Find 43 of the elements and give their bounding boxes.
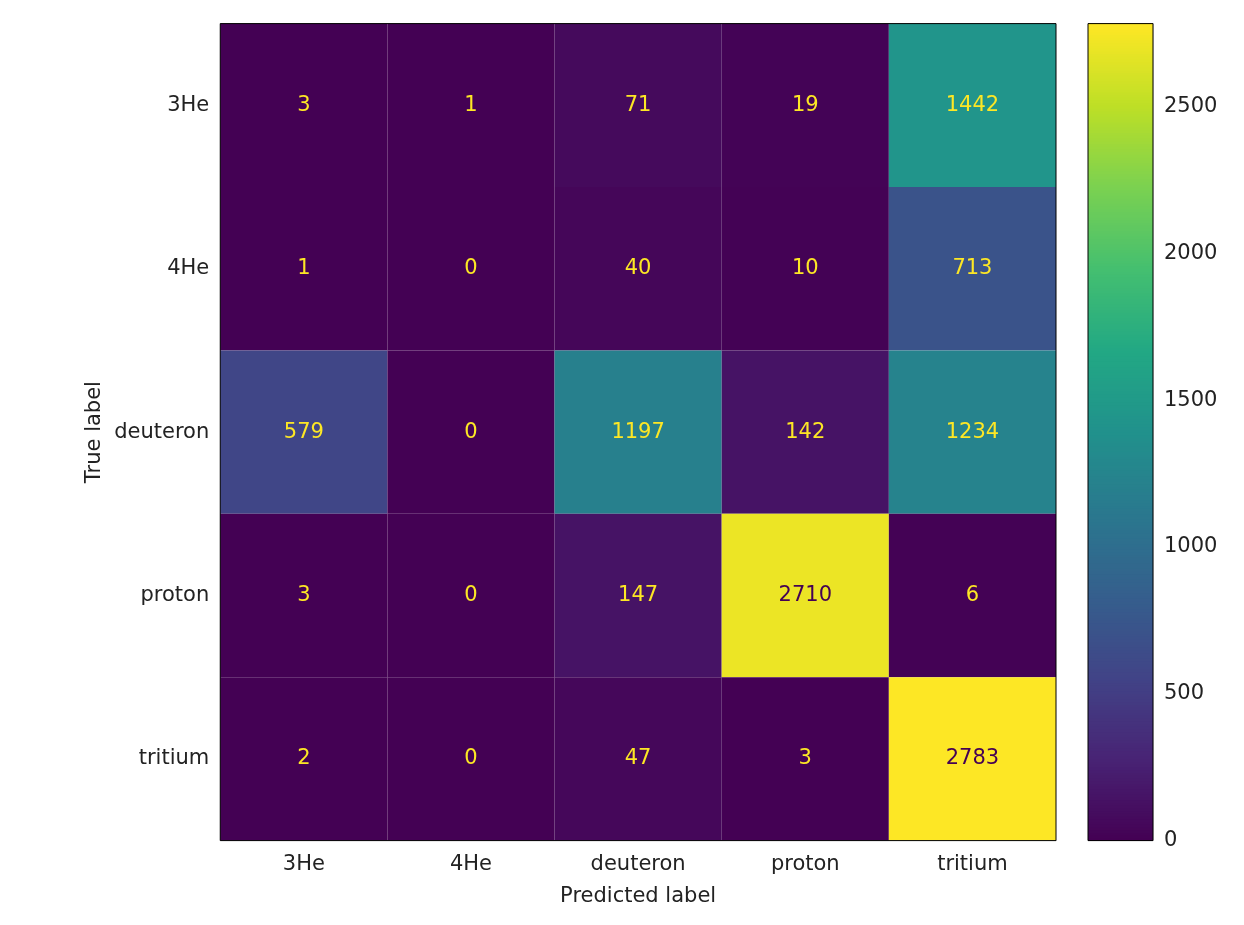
color-bar-label: 2500	[1164, 93, 1218, 118]
data-label: 3	[297, 91, 311, 116]
data-label: 10	[791, 255, 819, 280]
data-label: 1442	[945, 91, 1000, 116]
data-label: 2	[297, 745, 311, 770]
data-label: 579	[283, 418, 324, 443]
data-label: 2783	[945, 745, 1000, 770]
color-bar-label: 0	[1164, 827, 1178, 852]
data-label: 147	[618, 581, 659, 606]
y-tick-label: deuteron	[114, 418, 210, 443]
x-tick-label: tritium	[937, 850, 1008, 875]
data-label: 1	[297, 255, 311, 280]
data-label: 40	[624, 255, 652, 280]
y-axis-title: True label	[81, 381, 106, 485]
data-label: 0	[464, 581, 478, 606]
y-tick-label: 3He	[167, 91, 210, 116]
data-label: 3	[798, 745, 812, 770]
y-tick-label: 4He	[167, 255, 210, 280]
color-bar-label: 1000	[1164, 533, 1218, 558]
data-label: 1	[464, 91, 478, 116]
color-bar-label: 500	[1164, 680, 1205, 705]
data-label: 3	[297, 581, 311, 606]
data-label: 142	[785, 418, 826, 443]
x-tick-label: 3He	[282, 850, 325, 875]
x-tick-label: proton	[770, 850, 840, 875]
data-label: 47	[624, 745, 652, 770]
x-axis-title: Predicted label	[560, 882, 717, 907]
data-label: 0	[464, 745, 478, 770]
data-label: 0	[464, 255, 478, 280]
data-label: 0	[464, 418, 478, 443]
color-bar-label: 1500	[1164, 386, 1218, 411]
data-label: 71	[624, 91, 652, 116]
data-label: 6	[965, 581, 980, 606]
y-tick-label: proton	[140, 581, 210, 606]
data-label: 1197	[611, 418, 665, 443]
data-label: 1234	[945, 418, 1000, 443]
data-label: 2710	[778, 581, 832, 606]
y-tick-label: tritium	[138, 745, 210, 770]
data-label: 713	[952, 255, 993, 280]
x-tick-label: deuteron	[590, 850, 686, 875]
x-tick-label: 4He	[449, 850, 493, 875]
data-label: 19	[791, 91, 819, 116]
color-bar-label: 2000	[1164, 239, 1218, 264]
